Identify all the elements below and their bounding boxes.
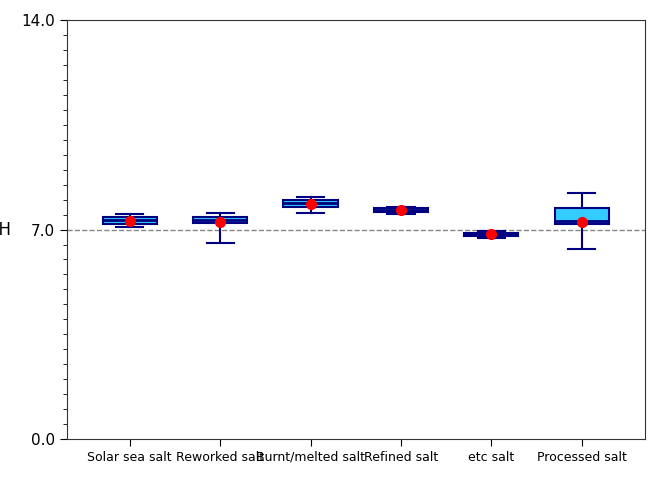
PathPatch shape <box>464 233 519 236</box>
PathPatch shape <box>555 208 609 224</box>
PathPatch shape <box>283 200 338 207</box>
PathPatch shape <box>193 217 247 223</box>
PathPatch shape <box>374 208 428 212</box>
PathPatch shape <box>102 217 157 224</box>
Y-axis label: pH: pH <box>0 221 11 239</box>
